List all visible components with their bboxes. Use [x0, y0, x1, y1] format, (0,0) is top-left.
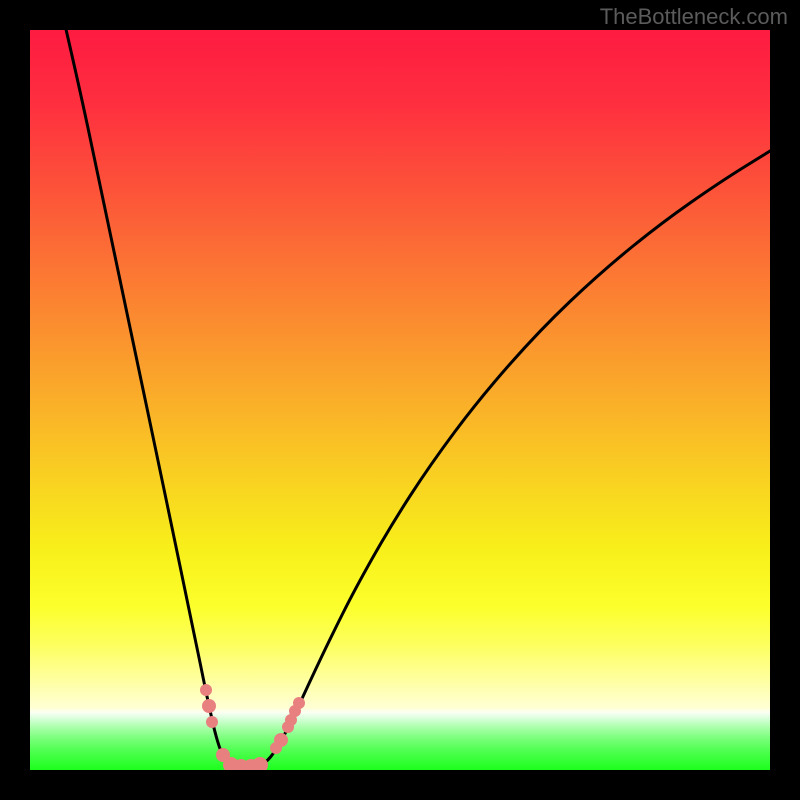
curve-marker: [293, 697, 305, 709]
bottleneck-curve: [30, 30, 770, 770]
curve-marker: [200, 684, 212, 696]
watermark-text: TheBottleneck.com: [600, 4, 788, 30]
curve-marker: [274, 733, 288, 747]
curve-marker: [206, 716, 218, 728]
plot-area: [30, 30, 770, 770]
curve-marker: [202, 699, 216, 713]
curve-marker: [252, 757, 268, 770]
